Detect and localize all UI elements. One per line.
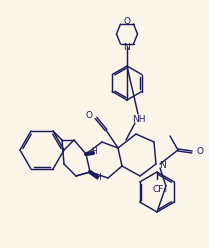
Text: H: H: [95, 174, 101, 183]
Text: NH: NH: [132, 116, 146, 124]
Text: O: O: [124, 17, 130, 26]
Text: N: N: [124, 42, 130, 52]
Text: CF₃: CF₃: [153, 185, 167, 193]
Text: O: O: [85, 111, 93, 120]
Text: H: H: [91, 148, 97, 156]
Text: N: N: [160, 160, 166, 169]
Text: O: O: [196, 148, 204, 156]
